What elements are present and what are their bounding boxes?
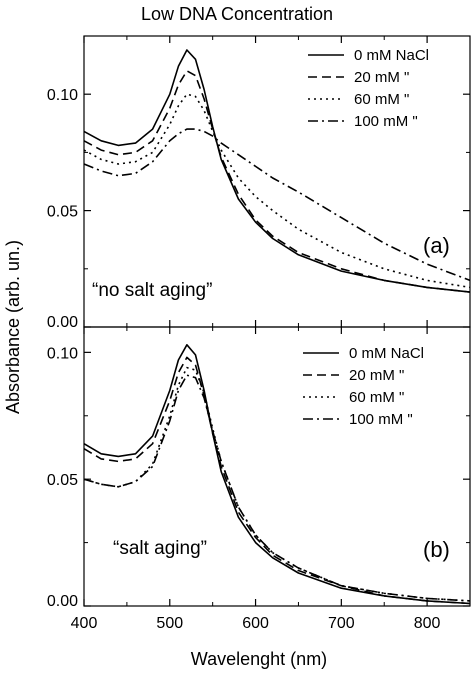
panel-label: (a) xyxy=(423,233,450,258)
y-tick-label: 0.00 xyxy=(47,314,78,331)
chart-title: Low DNA Concentration xyxy=(140,4,334,24)
y-tick-label: 0.10 xyxy=(47,87,78,104)
x-tick-label: 600 xyxy=(242,615,269,632)
series-line xyxy=(83,374,471,602)
series-line xyxy=(83,49,471,293)
legend-label: 60 mM " xyxy=(349,389,404,406)
legend-label: 20 mM " xyxy=(354,69,409,86)
legend-label: 0 mM NaCl xyxy=(349,345,424,362)
series-line xyxy=(83,366,471,602)
series-line xyxy=(83,344,471,605)
y-tick-label: 0.10 xyxy=(47,345,78,362)
legend-label: 20 mM " xyxy=(349,367,404,384)
plot-frame xyxy=(83,326,471,607)
x-tick-label: 400 xyxy=(71,615,98,632)
panel-label: (b) xyxy=(423,537,450,562)
x-tick-label: 700 xyxy=(328,615,355,632)
y-axis-label: Absorbance (arb. un.) xyxy=(3,240,23,414)
y-tick-label: 0.05 xyxy=(47,204,78,221)
x-tick-label: 500 xyxy=(156,615,183,632)
legend-label: 100 mM " xyxy=(354,113,418,130)
legend-label: 0 mM NaCl xyxy=(354,47,429,64)
x-tick-label: 800 xyxy=(414,615,441,632)
legend-label: 100 mM " xyxy=(349,411,413,428)
series-line xyxy=(83,128,471,282)
panel-annotation: “no salt aging” xyxy=(92,280,212,301)
series-line xyxy=(83,356,471,605)
x-axis-label: Wavelenght (nm) xyxy=(191,649,327,669)
series-line xyxy=(83,70,471,293)
legend-label: 60 mM " xyxy=(354,91,409,108)
y-tick-label: 0.05 xyxy=(47,472,78,489)
y-tick-label: 0.00 xyxy=(47,593,78,610)
panel-annotation: “salt aging” xyxy=(113,538,207,559)
